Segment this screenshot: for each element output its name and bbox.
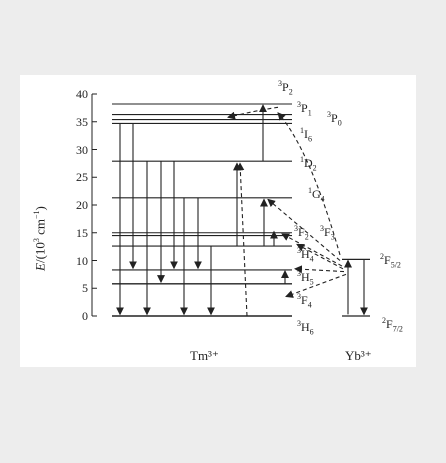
y-tick-label: 20	[76, 198, 88, 212]
level-label-3P1: 3P1	[297, 100, 312, 118]
y-tick-label: 35	[76, 114, 88, 129]
level-label-3F2: 3F2	[294, 224, 309, 242]
level-label-3F4: 3F4	[297, 292, 312, 310]
transfer-arrow	[281, 233, 343, 267]
level-label-3P0: 3P0	[327, 110, 342, 128]
transfer-arrow	[294, 265, 345, 274]
y-axis-label: E/(103 cm−1)	[32, 206, 48, 271]
transfer-curve	[227, 106, 279, 120]
y-tick-label: 30	[76, 142, 88, 157]
diagram-canvas	[91, 93, 370, 317]
level-label-3H4: 3H4	[297, 246, 314, 264]
transfer-arrow	[236, 162, 248, 317]
level-label-3H6: 3H6	[297, 319, 314, 337]
y-tick-label: 15	[76, 225, 88, 240]
transfer-arrow	[267, 198, 341, 261]
level-label-1D2: 1D2	[300, 155, 317, 173]
y-tick-label: 0	[82, 309, 88, 323]
y-tick-label: 25	[76, 170, 88, 185]
transfer-curve	[277, 112, 341, 256]
level-label-1G4: 1G4	[308, 186, 325, 204]
level-label-3H5: 3H5	[297, 269, 314, 287]
y-tick-label: 40	[76, 87, 88, 101]
level-label-2F5/2: 2F5/2	[380, 252, 401, 270]
y-tick-label: 10	[76, 253, 88, 268]
level-label-1I6: 1I6	[300, 126, 312, 144]
ion-label-tm: Tm³⁺	[190, 348, 219, 363]
energy-level-diagram: 0 5 10 15 20 25 30 35 40 E/(103 cm−1) 3P2 3P1 3P…	[20, 75, 416, 367]
ion-label-yb: Yb³⁺	[345, 348, 372, 363]
y-tick-label: 5	[82, 281, 88, 296]
transfer-arrow	[296, 243, 344, 270]
level-label-3P2: 3P2	[278, 79, 293, 97]
level-label-3F3: 3F3	[320, 224, 335, 242]
level-label-2F7/2: 2F7/2	[382, 316, 403, 334]
transfer-arrow	[285, 273, 347, 298]
